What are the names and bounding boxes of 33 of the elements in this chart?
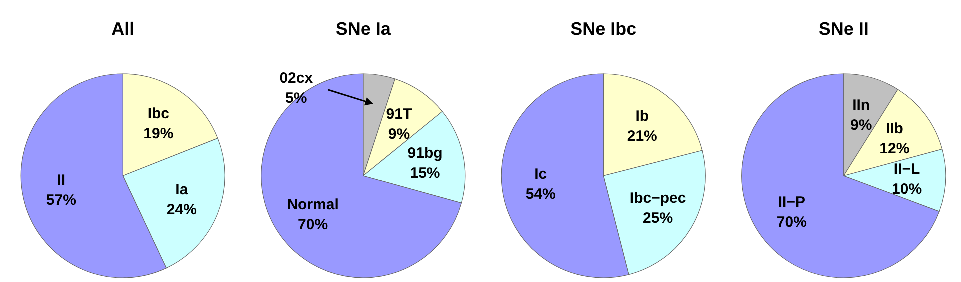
data-label: 25% bbox=[643, 210, 674, 228]
data-label: 9% bbox=[850, 117, 872, 134]
data-label: 24% bbox=[166, 201, 197, 218]
slice-label: Ic bbox=[534, 166, 548, 183]
slice-label: II−P bbox=[778, 194, 806, 212]
data-label: 21% bbox=[627, 128, 658, 145]
data-label: 57% bbox=[46, 192, 76, 209]
data-label: 54% bbox=[526, 186, 556, 203]
slice-label: 91T bbox=[386, 106, 412, 123]
chart-title: SNe II bbox=[818, 18, 869, 39]
data-label: 12% bbox=[880, 140, 910, 158]
data-label: 10% bbox=[892, 180, 922, 198]
slice-label: II−L bbox=[894, 160, 920, 178]
data-label: 5% bbox=[286, 90, 308, 107]
slice-label: Normal bbox=[287, 196, 339, 214]
slice-label: Ia bbox=[176, 181, 189, 198]
data-label: 9% bbox=[388, 126, 410, 143]
data-label: 15% bbox=[410, 165, 440, 182]
slice-label: IIb bbox=[886, 120, 904, 138]
slice-label: Ibc−pec bbox=[630, 190, 686, 208]
data-label: 19% bbox=[144, 126, 174, 143]
slice-label: 91bg bbox=[408, 145, 443, 162]
slice-label: Ibc bbox=[148, 106, 170, 123]
slice-label: Ib bbox=[636, 108, 650, 125]
slice-label: 02cx bbox=[280, 70, 314, 87]
slice-label: II bbox=[57, 172, 66, 189]
chart-title: All bbox=[112, 18, 135, 39]
chart-title: SNe Ia bbox=[336, 18, 392, 39]
data-label: 70% bbox=[298, 216, 328, 234]
chart-title: SNe Ibc bbox=[570, 18, 637, 39]
pie-slice bbox=[261, 74, 462, 278]
data-label: 70% bbox=[776, 214, 807, 232]
slice-label: IIn bbox=[852, 97, 870, 114]
